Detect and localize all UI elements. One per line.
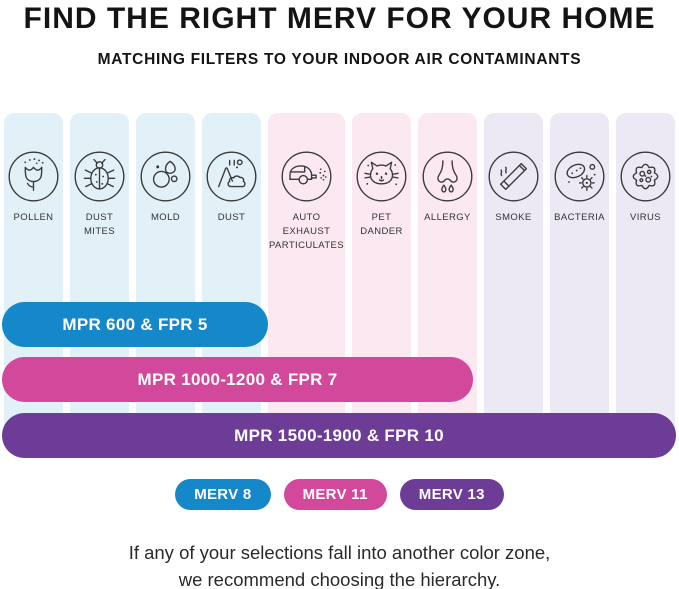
nose-icon: [420, 149, 475, 204]
car-exhaust-icon: [279, 149, 334, 204]
legend-merv8-pill: MERV 8: [175, 479, 271, 510]
bacteria-icon: [552, 149, 607, 204]
contaminant-label: VIRUS: [629, 212, 662, 223]
contaminant-label: DUST: [217, 212, 246, 223]
contaminant-label: DUST MITES: [83, 212, 116, 237]
merv13-range-bar: MPR 1500-1900 & FPR 10: [2, 413, 676, 458]
merv8-range-bar: MPR 600 & FPR 5: [2, 302, 268, 347]
merv11-range-bar: MPR 1000-1200 & FPR 7: [2, 357, 473, 402]
footer-note: If any of your selections fall into anot…: [0, 540, 679, 589]
virus-icon: [618, 149, 673, 204]
contaminant-column-virus: VIRUS: [616, 113, 675, 445]
contaminant-label: AUTO EXHAUST PARTICULATES: [269, 212, 345, 251]
legend-label: MERV 13: [418, 486, 485, 503]
dust-icon: [204, 149, 259, 204]
footer-line-1: If any of your selections fall into anot…: [128, 542, 551, 563]
contaminant-label: ALLERGY: [424, 212, 471, 223]
contaminant-label: SMOKE: [495, 212, 532, 223]
merv-legend: MERV 8 MERV 11 MERV 13: [0, 479, 679, 510]
bar-label: MPR 1500-1900 & FPR 10: [234, 425, 444, 445]
contaminant-label: MOLD: [150, 212, 181, 223]
footer-line-2: we recommend choosing the hierarchy.: [178, 568, 501, 589]
contaminant-label: PET DANDER: [360, 212, 403, 237]
legend-merv13-pill: MERV 13: [399, 479, 504, 510]
contaminant-label: BACTERIA: [554, 212, 605, 223]
page-title: FIND THE RIGHT MERV FOR YOUR HOME: [23, 2, 656, 35]
pollen-icon: [6, 149, 61, 204]
bar-label: MPR 1000-1200 & FPR 7: [137, 369, 338, 389]
bar-label: MPR 600 & FPR 5: [62, 314, 208, 334]
legend-label: MERV 11: [302, 486, 368, 503]
dust-mite-icon: [72, 149, 127, 204]
page-subtitle: MATCHING FILTERS TO YOUR INDOOR AIR CONT…: [97, 51, 582, 68]
mold-icon: [138, 149, 193, 204]
contaminant-column-smoke: SMOKE: [484, 113, 543, 445]
cat-icon: [354, 149, 409, 204]
legend-label: MERV 8: [194, 486, 252, 503]
contaminant-label: POLLEN: [13, 212, 54, 223]
legend-merv11-pill: MERV 11: [283, 479, 387, 510]
cigarette-icon: [486, 149, 541, 204]
contaminant-column-bacteria: BACTERIA: [550, 113, 609, 445]
